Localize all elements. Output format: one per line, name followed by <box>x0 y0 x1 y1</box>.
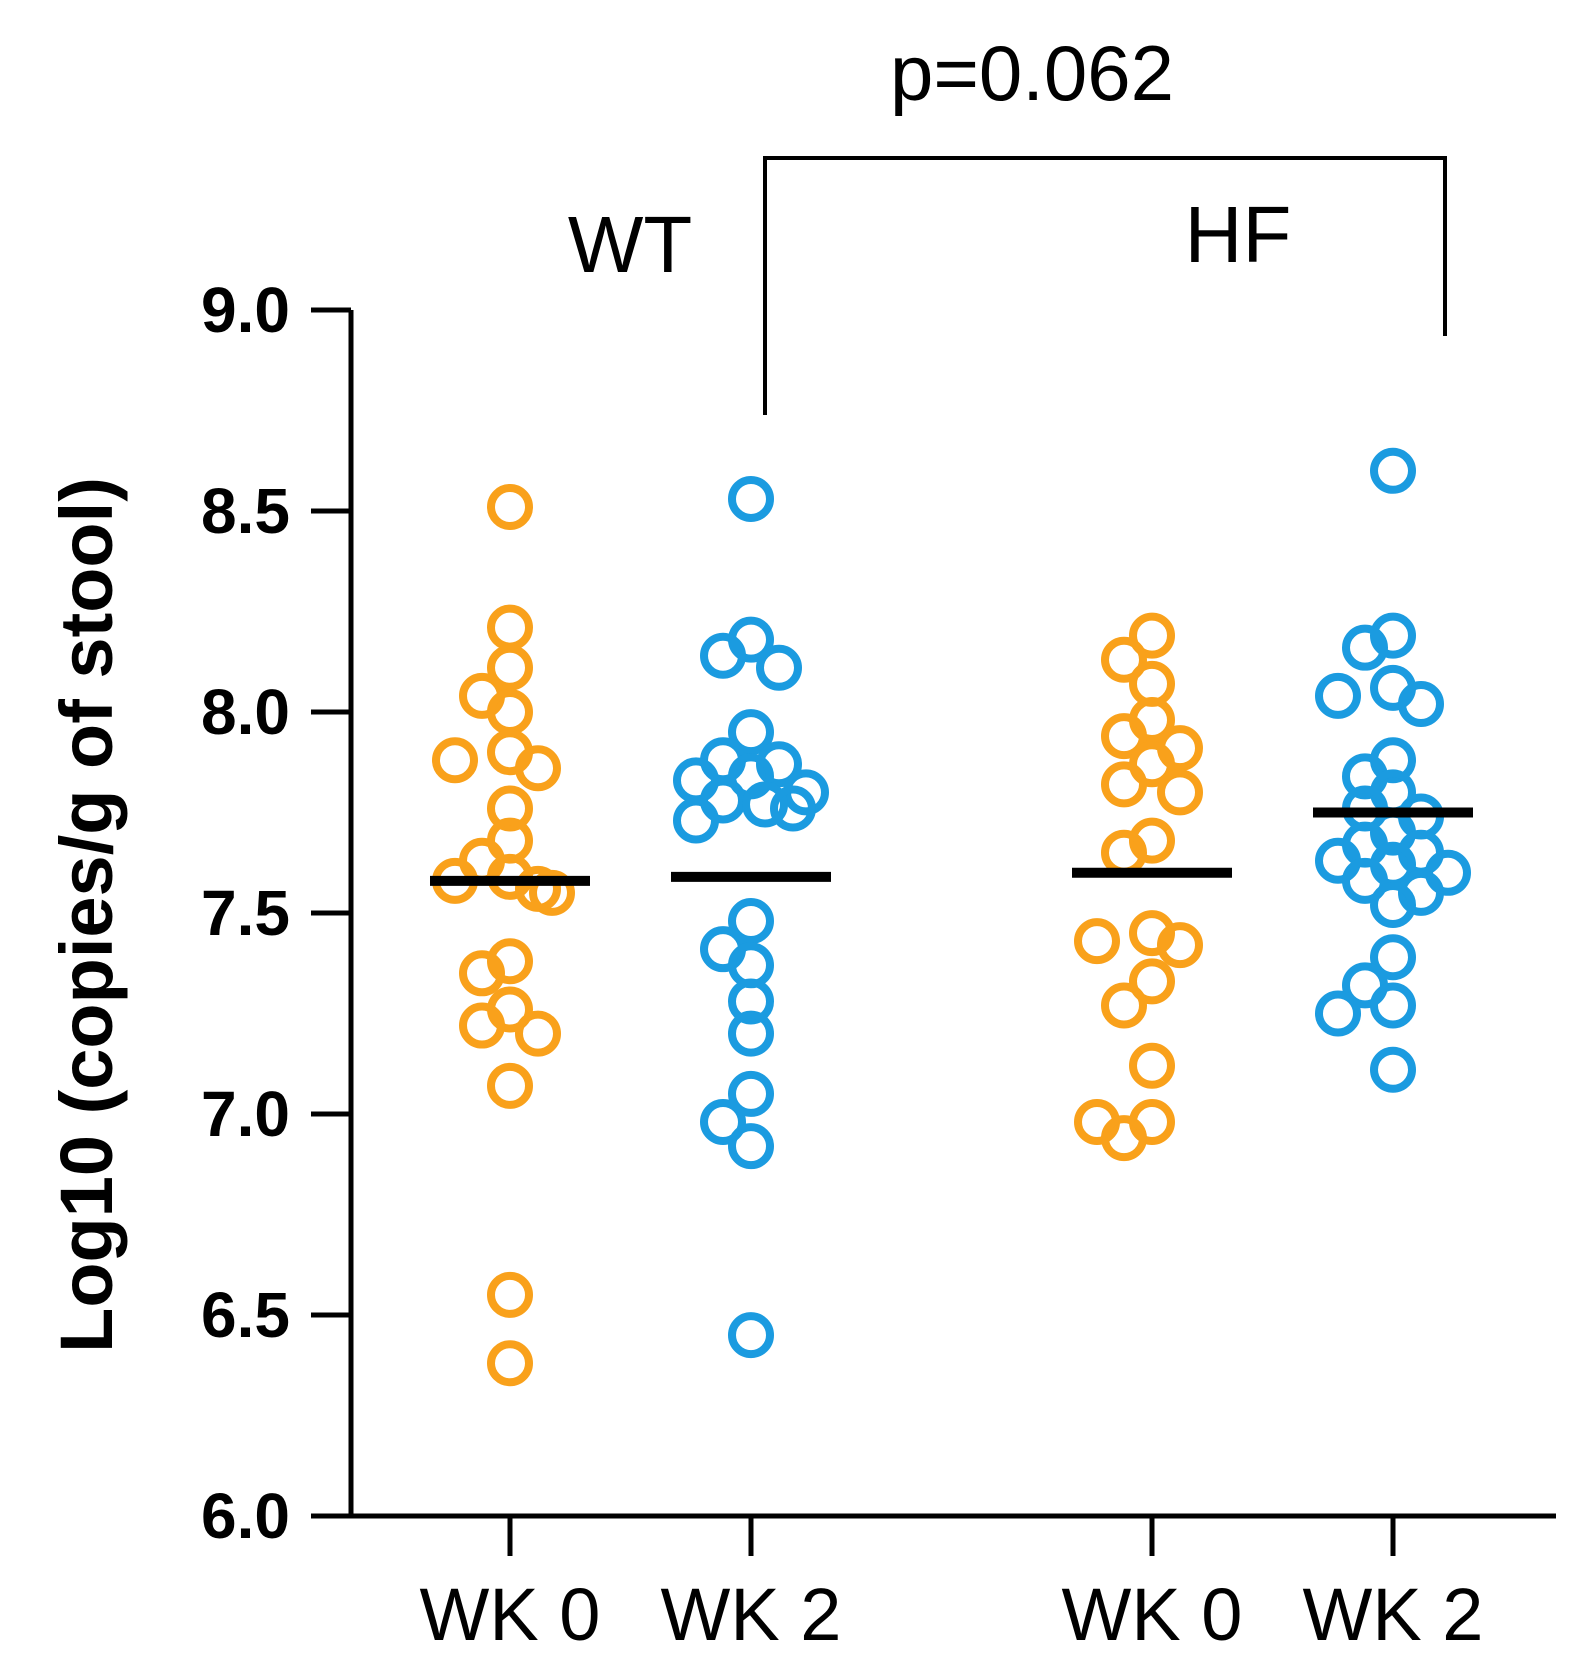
data-point <box>1342 624 1388 671</box>
x-tick-label: WK 2 <box>1303 1573 1484 1656</box>
data-point <box>728 1123 774 1170</box>
data-point <box>1101 761 1147 808</box>
data-point <box>487 1062 533 1109</box>
data-point <box>1101 982 1147 1029</box>
data-point <box>515 745 561 792</box>
x-tick-label: WK 2 <box>661 1573 842 1656</box>
data-point <box>1101 1115 1147 1162</box>
data-point <box>1129 612 1175 659</box>
significance-bracket <box>763 156 1447 415</box>
data-point <box>1101 713 1147 760</box>
data-point <box>700 632 746 679</box>
data-point <box>742 781 788 828</box>
y-tick-label: 7.0 <box>201 1078 290 1150</box>
group-label-wt: WT <box>568 200 692 289</box>
data-point <box>728 709 774 756</box>
data-point <box>728 1010 774 1057</box>
data-point <box>487 785 533 832</box>
data-point <box>1129 1042 1175 1089</box>
y-tick-label: 8.0 <box>201 676 290 748</box>
data-point <box>1129 958 1175 1005</box>
data-point <box>487 483 533 530</box>
y-axis-title: Log10 (copies/g of stool) <box>45 477 128 1353</box>
data-point <box>1157 922 1203 969</box>
data-point <box>1398 680 1444 727</box>
y-tick-label: 8.5 <box>201 475 290 547</box>
data-point <box>1074 918 1120 965</box>
data-points <box>432 447 1471 1387</box>
data-point <box>1370 934 1416 981</box>
data-point <box>1101 636 1147 683</box>
data-point <box>459 1002 505 1049</box>
data-point <box>700 1099 746 1146</box>
y-ticks: 6.0 6.5 7.0 7.5 8.0 8.5 9.0 <box>201 274 351 1552</box>
data-point <box>1157 769 1203 816</box>
data-point <box>756 644 802 691</box>
data-point <box>1370 881 1416 928</box>
x-tick-label: WK 0 <box>1062 1573 1243 1656</box>
data-point <box>1370 1046 1416 1093</box>
x-ticks: WK 0 WK 2 WK 0 WK 2 <box>420 1516 1484 1656</box>
data-point <box>487 1340 533 1387</box>
data-point <box>1370 982 1416 1029</box>
data-point <box>728 1312 774 1359</box>
data-point <box>459 950 505 997</box>
data-point <box>728 475 774 522</box>
y-tick-label: 9.0 <box>201 274 290 346</box>
y-tick-label: 6.5 <box>201 1279 290 1351</box>
data-point <box>1370 447 1416 494</box>
data-point <box>432 737 478 784</box>
data-point <box>487 604 533 651</box>
y-tick-label: 7.5 <box>201 877 290 949</box>
data-point <box>728 1070 774 1117</box>
data-point <box>770 785 816 832</box>
data-point <box>515 1010 561 1057</box>
data-point <box>728 898 774 945</box>
data-point <box>673 797 719 844</box>
data-point <box>1315 990 1361 1037</box>
group-label-hf: HF <box>1185 190 1292 279</box>
data-point <box>1315 672 1361 719</box>
data-point <box>487 644 533 691</box>
mean-lines <box>430 807 1473 886</box>
data-point <box>529 869 575 916</box>
y-tick-label: 6.0 <box>201 1480 290 1552</box>
p-value-annotation: p=0.062 <box>890 29 1174 117</box>
x-tick-label: WK 0 <box>420 1573 601 1656</box>
data-point <box>487 1271 533 1318</box>
data-point <box>728 978 774 1025</box>
data-point <box>1342 857 1388 904</box>
